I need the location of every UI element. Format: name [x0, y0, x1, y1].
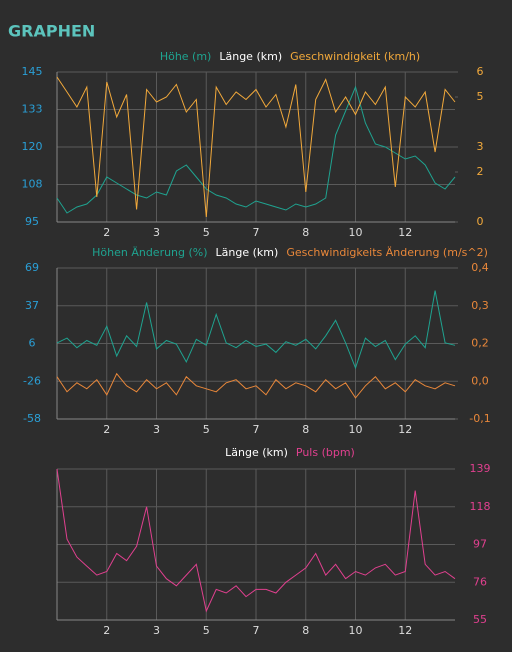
x-tick-label: 10 — [349, 226, 363, 239]
x-tick-label: 8 — [302, 624, 309, 637]
y-tick-label: 6 — [29, 337, 36, 350]
x-tick-label: 2 — [103, 624, 110, 637]
x-tick-label: 5 — [203, 423, 210, 436]
legend-label: Länge (km) — [225, 446, 288, 459]
legend-label: Geschwindigkeits Änderung (m/s^2) — [286, 246, 488, 259]
y-tick-label: 120 — [22, 140, 43, 153]
y2-tick-label: 0,3 — [471, 299, 489, 312]
x-tick-label: 8 — [302, 423, 309, 436]
x-tick-label: 3 — [153, 226, 160, 239]
series-line — [56, 76, 456, 218]
x-tick-label: 7 — [253, 226, 260, 239]
y2-tick-label: 0 — [477, 215, 484, 228]
y-tick-label: 108 — [22, 178, 43, 191]
y2-tick-label: 0,2 — [471, 337, 489, 350]
y-tick-label: -58 — [23, 412, 41, 425]
y2-tick-label: 0,0 — [471, 374, 489, 387]
x-tick-label: 12 — [398, 226, 412, 239]
legend-label: Höhen Änderung (%) — [92, 246, 207, 259]
y2-tick-label: 76 — [473, 575, 487, 588]
x-tick-label: 12 — [398, 423, 412, 436]
y2-tick-label: 2 — [477, 165, 484, 178]
y2-tick-label: 118 — [470, 500, 491, 513]
series-line — [56, 290, 456, 370]
y-tick-label: 37 — [25, 299, 39, 312]
x-tick-label: 8 — [302, 226, 309, 239]
y2-tick-label: 0,4 — [471, 261, 489, 274]
series-line — [56, 372, 456, 399]
page-title: GRAPHEN — [8, 22, 95, 41]
y2-tick-label: 55 — [473, 613, 487, 626]
y-tick-label: 145 — [22, 65, 43, 78]
x-tick-label: 12 — [398, 624, 412, 637]
y2-tick-label: 139 — [470, 462, 491, 475]
x-tick-label: 10 — [349, 624, 363, 637]
x-tick-label: 3 — [153, 423, 160, 436]
x-tick-label: 7 — [253, 423, 260, 436]
y-tick-label: 133 — [22, 103, 43, 116]
legend-label: Geschwindigkeit (km/h) — [290, 50, 420, 63]
y2-tick-label: 97 — [473, 538, 487, 551]
series-line — [56, 468, 456, 613]
x-tick-label: 2 — [103, 423, 110, 436]
x-tick-label: 2 — [103, 226, 110, 239]
x-tick-label: 5 — [203, 226, 210, 239]
y2-tick-label: 5 — [477, 90, 484, 103]
legend-label: Höhe (m) — [160, 50, 212, 63]
y2-tick-label: 3 — [477, 140, 484, 153]
legend-label: Länge (km) — [219, 50, 282, 63]
legend-label: Länge (km) — [216, 246, 279, 259]
series-line — [56, 85, 456, 214]
y-tick-label: 69 — [25, 261, 39, 274]
x-tick-label: 7 — [253, 624, 260, 637]
legend-label: Puls (bpm) — [296, 446, 355, 459]
y2-tick-label: -0,1 — [469, 412, 490, 425]
x-tick-label: 3 — [153, 624, 160, 637]
x-tick-label: 10 — [349, 423, 363, 436]
y2-tick-label: 6 — [477, 65, 484, 78]
x-tick-label: 5 — [203, 624, 210, 637]
y-tick-label: 95 — [25, 215, 39, 228]
y-tick-label: -26 — [23, 374, 41, 387]
